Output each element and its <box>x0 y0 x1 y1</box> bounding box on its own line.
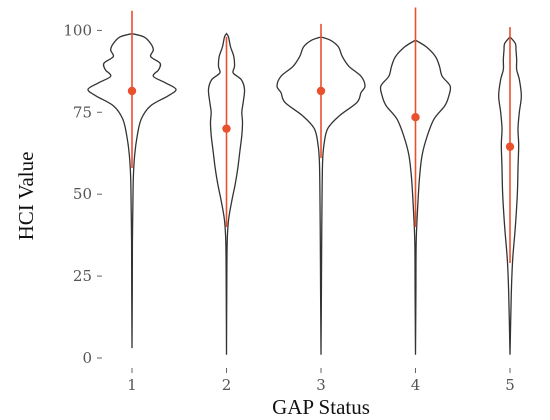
x-tick-label: 3 <box>316 376 326 394</box>
y-tick-label: 25 <box>73 267 92 285</box>
y-tick-label: 100 <box>63 21 92 39</box>
y-tick-label: 50 <box>73 185 92 203</box>
intervals <box>131 7 511 263</box>
violin-2 <box>207 32 246 355</box>
x-tick-label: 2 <box>222 376 232 394</box>
x-axis-title: GAP Status <box>272 395 370 419</box>
y-tick-label: 0 <box>82 349 92 367</box>
x-tick-label: 5 <box>505 376 515 394</box>
x-axis: 1 2 3 4 5 <box>127 368 515 394</box>
mean-point-1 <box>127 86 137 96</box>
mean-point-4 <box>411 113 420 122</box>
y-tick-label: 75 <box>73 103 92 121</box>
violins <box>87 32 522 355</box>
x-tick-label: 1 <box>127 376 137 394</box>
y-axis: 0 25 50 75 100 <box>63 21 102 367</box>
means <box>127 86 515 151</box>
mean-point-2 <box>222 124 231 133</box>
y-axis-title: HCI Value <box>14 152 38 241</box>
x-tick-label: 4 <box>411 376 421 394</box>
mean-point-3 <box>316 86 326 96</box>
mean-point-5 <box>505 142 515 151</box>
